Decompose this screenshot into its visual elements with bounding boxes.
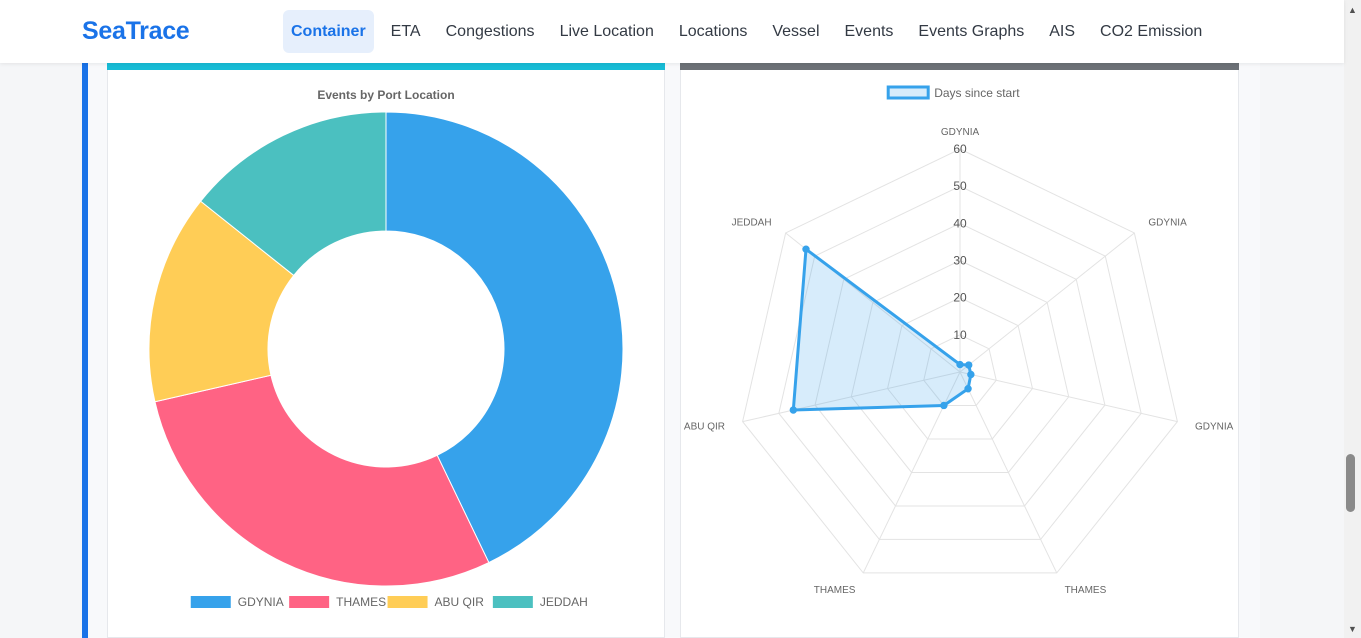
doughnut-slice-jeddah[interactable] [200, 111, 387, 277]
radar-tick-label: 10 [953, 328, 967, 342]
section-accent-bar [82, 63, 88, 638]
radar-grid-ring [850, 259, 1070, 473]
nav-item-events-graphs[interactable]: Events Graphs [918, 23, 1025, 40]
legend-swatch-abu-qir[interactable] [387, 596, 428, 608]
doughnut-slice-thames[interactable] [154, 374, 490, 587]
legend-swatch-thames[interactable] [289, 596, 330, 608]
radar-grid-ring [778, 185, 1142, 540]
nav-item-congestions[interactable]: Congestions [445, 23, 535, 40]
radar-axis-label-gdynia: GDYNIA [1148, 218, 1187, 229]
radar-axis-label-thames: THAMES [814, 585, 856, 596]
radar-axis-label-abu-qir: ABU QIR [684, 422, 725, 433]
radar-spoke [742, 371, 961, 423]
legend-label-jeddah[interactable]: JEDDAH [540, 595, 588, 609]
nav-item-events[interactable]: Events [844, 23, 894, 40]
radar-data-point[interactable] [965, 361, 973, 369]
radar-axis-label-gdynia: GDYNIA [941, 127, 980, 138]
radar-data-point[interactable] [956, 360, 964, 369]
radar-axis-label-thames: THAMES [1065, 585, 1107, 596]
radar-grid-ring [886, 297, 1034, 440]
radar-data-point[interactable] [967, 370, 975, 379]
radar-tick-label: 50 [953, 179, 967, 193]
brand-logo[interactable]: SeaTrace [82, 17, 190, 45]
radar-axis-label-gdynia: GDYNIA [1195, 422, 1234, 433]
radar-data-point[interactable] [964, 385, 972, 393]
radar-grid-ring [814, 222, 1106, 507]
nav-item-locations[interactable]: Locations [678, 23, 748, 40]
legend-label-gdynia[interactable]: GDYNIA [238, 595, 284, 609]
radar-data-point[interactable] [789, 406, 798, 414]
legend-swatch-gdynia[interactable] [190, 596, 231, 608]
doughnut-chart[interactable]: Events by Port Location GDYNIA THAMES ABU … [107, 70, 665, 630]
scrollbar-thumb[interactable] [1346, 454, 1355, 512]
scroll-up-arrow-icon[interactable]: ▲ [1348, 5, 1357, 15]
nav-item-eta[interactable]: ETA [390, 23, 421, 40]
radar-spoke [959, 371, 1178, 423]
radar-chart[interactable]: Days since start 10 20 30 40 50 60 GDYNIA GDYN… [680, 70, 1239, 630]
legend-swatch-jeddah[interactable] [492, 596, 533, 608]
radar-legend-swatch[interactable] [886, 85, 930, 100]
nav-item-co2-emission[interactable]: CO2 Emission [1100, 23, 1203, 40]
doughnut-slice-abu-qir[interactable] [148, 200, 295, 403]
scroll-down-arrow-icon[interactable]: ▼ [1348, 624, 1357, 634]
doughnut-slice-gdynia[interactable] [385, 111, 624, 564]
radar-series-area[interactable] [791, 247, 973, 412]
radar-card-accent [680, 63, 1239, 70]
nav-item-container[interactable]: Container [283, 10, 374, 53]
radar-tick-label: 60 [953, 142, 967, 156]
main-nav: Container ETA Congestions Live Location … [283, 10, 1219, 53]
doughnut-card-accent [107, 63, 665, 70]
radar-axis-label-jeddah: JEDDAH [732, 218, 772, 229]
radar-tick-label: 30 [953, 254, 967, 268]
legend-label-abu-qir[interactable]: ABU QIR [435, 595, 485, 609]
chart-title: Events by Port Location [317, 88, 454, 102]
nav-item-ais[interactable]: AIS [1049, 23, 1076, 40]
legend-label-thames[interactable]: THAMES [336, 595, 386, 609]
radar-grid-ring [923, 334, 997, 406]
nav-item-live-location[interactable]: Live Location [559, 23, 654, 40]
top-navbar: SeaTrace Container ETA Congestions Live … [0, 0, 1344, 63]
radar-spoke [959, 232, 1135, 373]
radar-tick-label: 20 [953, 291, 967, 305]
radar-data-point[interactable] [940, 401, 948, 410]
radar-tick-label: 40 [953, 216, 967, 230]
radar-grid-ring [742, 148, 1178, 574]
radar-legend-label[interactable]: Days since start [934, 86, 1020, 100]
page-scrollbar[interactable] [1344, 0, 1361, 638]
radar-data-point[interactable] [802, 245, 810, 253]
nav-item-vessel[interactable]: Vessel [772, 23, 820, 40]
radar-spoke [959, 371, 1058, 574]
